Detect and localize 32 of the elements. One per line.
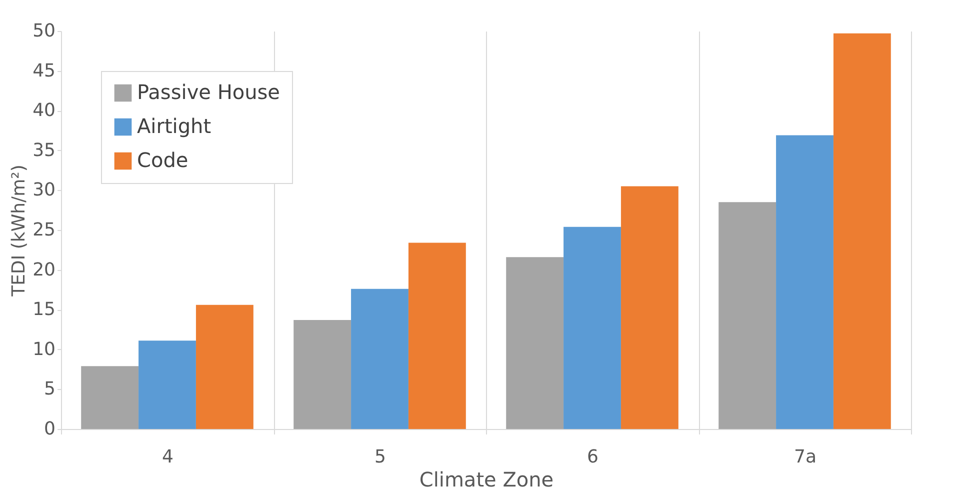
- y-tick-label: 25: [32, 220, 56, 240]
- y-tick-label: 10: [32, 338, 56, 360]
- y-tick-label: 0: [44, 418, 56, 440]
- bar: [138, 340, 196, 429]
- legend-label: Passive House: [137, 80, 280, 104]
- y-axis-title: TEDI (kWh/m²): [8, 164, 30, 298]
- y-tick-label: 40: [32, 100, 56, 122]
- bar: [564, 226, 621, 429]
- bar: [718, 202, 776, 429]
- bar: [408, 242, 466, 429]
- y-tick-label: 30: [32, 180, 56, 201]
- bar: [776, 135, 834, 429]
- legend-label: Airtight: [137, 114, 212, 138]
- bar: [294, 320, 352, 429]
- y-tick-label: 15: [32, 299, 56, 320]
- legend-label: Code: [137, 148, 188, 172]
- bar: [620, 186, 678, 429]
- y-tick-label: 45: [32, 60, 56, 82]
- bar: [833, 33, 891, 429]
- x-tick-label: 6: [587, 446, 598, 468]
- x-tick-label: 7a: [794, 446, 816, 468]
- y-tick-label: 20: [32, 259, 56, 280]
- x-tick-label: 5: [374, 446, 386, 468]
- y-tick-label: 35: [32, 140, 56, 161]
- bar: [506, 257, 564, 429]
- bar: [81, 366, 139, 429]
- x-tick-label: 4: [162, 446, 174, 468]
- y-tick-label: 50: [32, 20, 56, 42]
- x-axis-title: Climate Zone: [419, 468, 554, 492]
- bar: [351, 288, 408, 429]
- y-tick-label: 5: [44, 378, 56, 400]
- bar: [196, 304, 254, 429]
